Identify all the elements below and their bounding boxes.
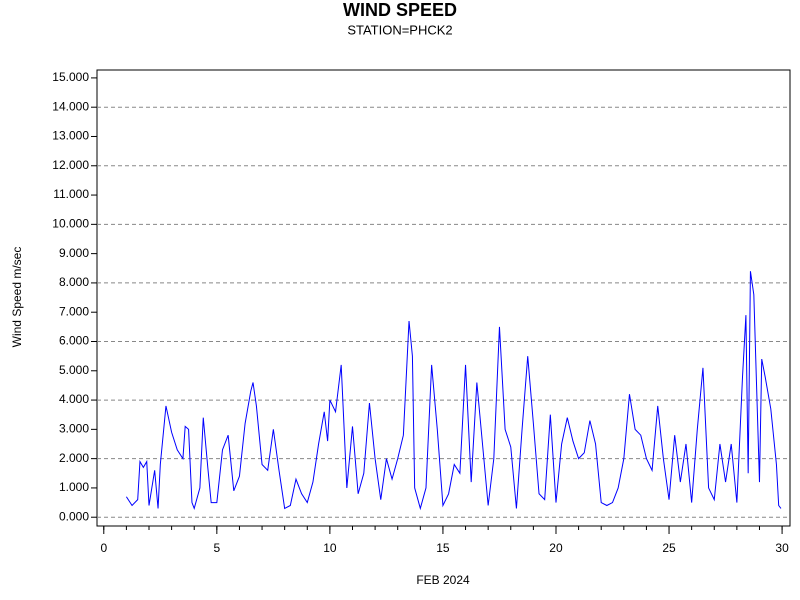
y-tick-label: 2.000 [59, 451, 89, 465]
x-tick-label: 30 [775, 541, 789, 555]
y-axis-label: Wind Speed m/sec [10, 247, 24, 348]
y-tick-label: 8.000 [59, 275, 89, 289]
y-tick-label: 4.000 [59, 392, 89, 406]
y-tick-label: 11.000 [53, 187, 89, 201]
y-tick-label: 1.000 [59, 480, 89, 494]
y-tick-label: 13.000 [52, 129, 89, 143]
plot-frame [96, 69, 791, 527]
chart-title: WIND SPEED [343, 0, 457, 20]
y-tick-label: 0.000 [59, 509, 89, 523]
x-tick-label: 25 [662, 541, 676, 555]
y-tick-label: 7.000 [59, 304, 89, 318]
x-tick-label: 10 [323, 541, 337, 555]
y-tick-label: 14.000 [52, 99, 89, 113]
y-tick-label: 9.000 [59, 246, 89, 260]
chart-subtitle: STATION=PHCK2 [347, 22, 452, 37]
y-tick-label: 15.000 [52, 70, 89, 84]
y-tick-label: 5.000 [59, 363, 89, 377]
x-tick-label: 20 [549, 541, 563, 555]
y-tick-label: 6.000 [59, 334, 89, 348]
x-axis-label: FEB 2024 [416, 573, 470, 587]
x-tick-label: 0 [100, 541, 107, 555]
x-tick-label: 15 [436, 541, 450, 555]
y-tick-label: 10.000 [52, 217, 89, 231]
wind-speed-line [125, 271, 782, 511]
x-tick-label: 5 [213, 541, 220, 555]
y-tick-label: 3.000 [59, 422, 89, 436]
y-tick-label: 12.000 [52, 158, 89, 172]
